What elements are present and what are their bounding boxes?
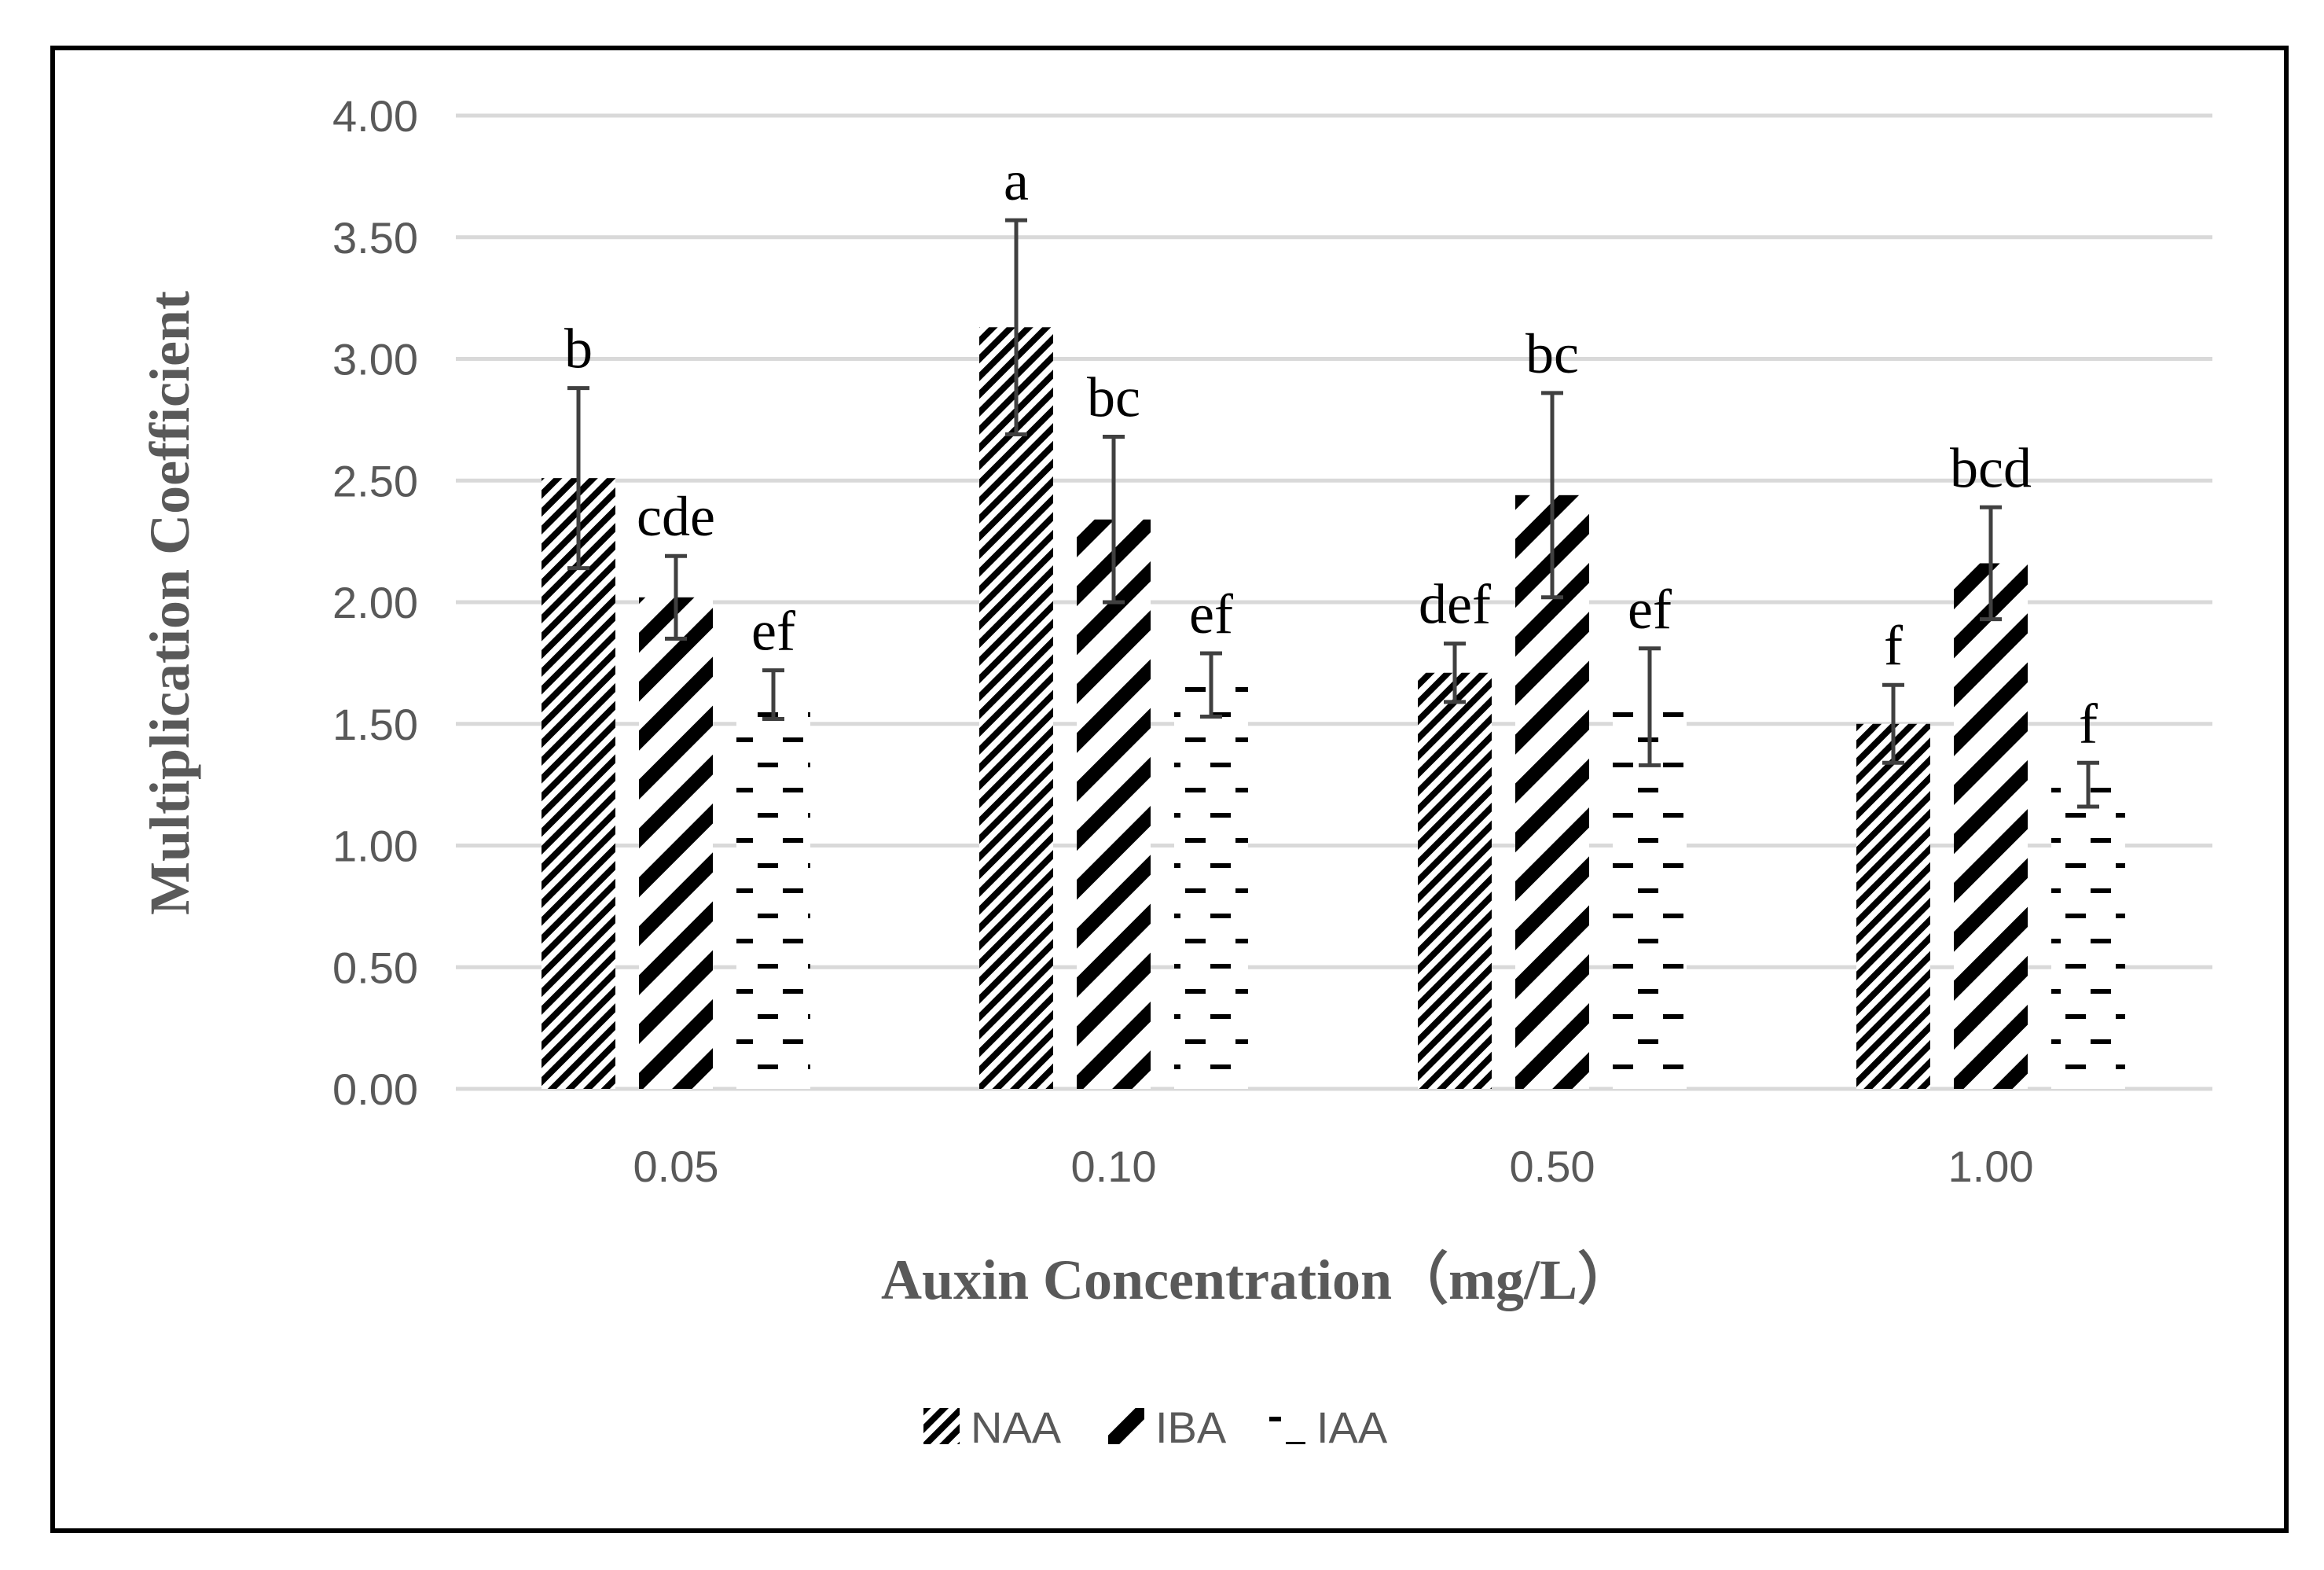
error-bars <box>567 218 2099 809</box>
bar-iba-1.00 <box>1954 563 2028 1089</box>
bar-iba-0.05 <box>639 597 713 1089</box>
bar-iaa-0.10 <box>1174 685 1248 1089</box>
error-bar <box>1444 642 1466 704</box>
bar-iaa-1.00 <box>2051 785 2125 1089</box>
legend-swatch <box>1269 1408 1305 1444</box>
y-tick-label: 1.50 <box>332 700 418 749</box>
y-tick-label: 2.00 <box>332 578 418 627</box>
x-tick-label: 0.05 <box>633 1142 719 1191</box>
error-bar <box>1882 682 1904 765</box>
legend-item-iba: IBA <box>1108 1403 1227 1452</box>
error-bar <box>1639 646 1661 767</box>
x-axis-ticks: 0.05 0.10 0.50 1.00 <box>633 1142 2034 1191</box>
legend-item-naa: NAA <box>923 1403 1062 1452</box>
bar-iaa-0.05 <box>736 694 810 1089</box>
error-bar <box>2077 760 2099 809</box>
legend-item-iaa: IAA <box>1269 1403 1388 1452</box>
error-bar <box>665 553 687 641</box>
y-tick-label: 0.50 <box>332 943 418 992</box>
significance-letter: bc <box>1087 366 1140 429</box>
error-bar <box>1541 391 1563 600</box>
legend-swatch <box>1108 1408 1144 1444</box>
y-tick-label: 3.50 <box>332 213 418 263</box>
significance-letter: bc <box>1525 322 1579 385</box>
significance-letter: def <box>1419 573 1491 636</box>
y-tick-label: 0.00 <box>332 1064 418 1114</box>
legend-label: IAA <box>1316 1403 1388 1452</box>
x-tick-label: 0.10 <box>1071 1142 1157 1191</box>
significance-letter: ef <box>1189 583 1233 645</box>
bars <box>542 327 2125 1089</box>
y-axis-ticks: 0.00 0.50 1.00 1.50 2.00 2.50 3.00 3.50 4.00 <box>332 91 418 1114</box>
legend-swatch <box>923 1408 960 1444</box>
error-bar <box>567 386 589 571</box>
bar-iaa-0.50 <box>1613 707 1687 1089</box>
bar-iba-0.10 <box>1077 519 1151 1089</box>
legend: NAA IBA IAA <box>923 1403 1388 1452</box>
y-tick-label: 2.50 <box>332 456 418 506</box>
x-tick-label: 0.50 <box>1510 1142 1595 1191</box>
error-bar <box>1980 505 2002 622</box>
significance-letter: f <box>1884 614 1903 677</box>
significance-letter: cde <box>637 485 715 548</box>
significance-letter: ef <box>751 600 795 663</box>
legend-label: NAA <box>971 1403 1062 1452</box>
y-tick-label: 3.00 <box>332 335 418 384</box>
y-tick-label: 1.00 <box>332 822 418 871</box>
significance-letter: f <box>2079 692 2098 755</box>
legend-label: IBA <box>1155 1403 1227 1452</box>
significance-letter: a <box>1004 149 1029 212</box>
bar-naa-0.10 <box>979 327 1053 1089</box>
bar-naa-0.05 <box>542 478 615 1089</box>
error-bar <box>1005 218 1027 436</box>
significance-letters: b a def f cde bc bc bcd ef ef ef f <box>564 149 2098 755</box>
bar-naa-0.50 <box>1418 672 1492 1089</box>
x-tick-label: 1.00 <box>1948 1142 2034 1191</box>
error-bar <box>1103 435 1125 605</box>
gridlines <box>456 113 2212 1091</box>
x-axis-title: Auxin Concentration（mg/L） <box>881 1248 1634 1311</box>
significance-letter: bcd <box>1950 436 2032 499</box>
significance-letter: b <box>564 318 593 381</box>
y-axis-title: Multiplication Coefficient <box>138 291 201 915</box>
error-bar <box>1200 651 1222 719</box>
error-bar <box>762 668 784 722</box>
significance-letter: ef <box>1628 578 1672 641</box>
y-tick-label: 4.00 <box>332 91 418 141</box>
bar-naa-1.00 <box>1856 723 1930 1089</box>
